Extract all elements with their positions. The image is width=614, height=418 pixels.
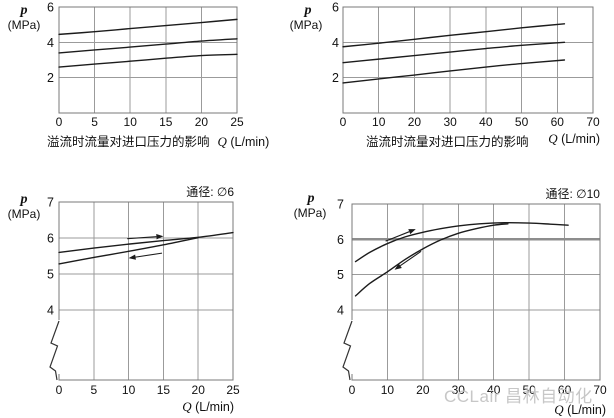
x-tick-label: 50: [515, 115, 529, 129]
setting-mid-curve: [342, 41, 566, 64]
setting-high-curve: [342, 23, 566, 48]
y-tick-label: 4: [332, 36, 339, 50]
flow-unit: (L/min): [567, 403, 606, 417]
y-axis-symbol: p: [307, 191, 315, 206]
y-tick-label: 6: [47, 232, 54, 246]
setting-low-curve: [58, 53, 238, 68]
x-tick-label: 50: [522, 383, 536, 397]
x-tick-label: 15: [159, 115, 173, 129]
flow-decrease-arrow-head: [394, 263, 402, 270]
plot-border: [58, 6, 238, 114]
y-tick-label: 2: [332, 71, 339, 85]
y-tick-label: 4: [47, 304, 54, 318]
y-tick-label: 6: [47, 1, 54, 15]
chart-caption: 溢流时流量对进口压力的影响: [366, 131, 529, 150]
x-tick-label: 5: [90, 383, 97, 397]
x-tick-label: 40: [487, 383, 501, 397]
chart-caption: 溢流时流量对进口压力的影响 Q (L/min): [47, 131, 269, 150]
x-tick-label: 10: [124, 115, 138, 129]
x-tick-label: 20: [408, 115, 422, 129]
plot-border: [351, 203, 601, 381]
flow-unit: (L/min): [230, 135, 270, 149]
x-axis-unit: Q (L/min): [520, 402, 606, 418]
y-axis-unit: (MPa): [293, 206, 327, 220]
x-tick-label: 10: [381, 383, 395, 397]
y-tick-label: 7: [337, 198, 344, 212]
x-tick-label: 0: [340, 115, 347, 129]
increasing-flow-curve: [354, 221, 569, 263]
x-tick-label: 0: [56, 383, 63, 397]
y-tick-label: 6: [337, 233, 344, 247]
x-axis-unit: Q (L/min): [217, 134, 270, 149]
y-axis-unit: (MPa): [289, 18, 323, 32]
y-tick-label: 5: [47, 268, 54, 282]
x-axis-unit: Q (L/min): [538, 131, 600, 147]
x-tick-label: 70: [586, 115, 600, 129]
x-tick-label: 70: [593, 383, 607, 397]
x-tick-label: 60: [558, 383, 572, 397]
x-tick-label: 40: [479, 115, 493, 129]
flow-increase-arrow: [127, 236, 157, 240]
flow-decrease-arrow-head: [128, 254, 136, 260]
axis-break-mark: [342, 320, 353, 381]
y-tick-label: 4: [337, 303, 344, 317]
flow-unit: (L/min): [561, 132, 600, 146]
setting-high-curve: [58, 18, 238, 36]
x-tick-label: 30: [452, 383, 466, 397]
flow-decrease-arrow: [135, 252, 163, 258]
caption-text: 溢流时流量对进口压力的影响: [366, 135, 529, 149]
x-tick-label: 0: [56, 115, 63, 129]
axis-break-mark: [49, 320, 60, 381]
x-tick-label: 30: [443, 115, 457, 129]
y-axis-symbol: p: [20, 3, 28, 18]
y-axis-unit: (MPa): [7, 18, 41, 32]
decreasing-flow-curve: [354, 223, 509, 297]
valve-size-label: 通径: ∅10: [545, 187, 600, 201]
caption-text: 溢流时流量对进口压力的影响: [47, 135, 210, 149]
flow-symbol: Q: [554, 402, 564, 417]
x-tick-label: 5: [91, 115, 98, 129]
x-tick-label: 25: [226, 383, 240, 397]
valve-size-label: 通径: ∅6: [186, 185, 234, 199]
y-axis-unit: (MPa): [7, 207, 41, 221]
flow-increase-arrow: [385, 231, 410, 242]
flow-symbol: Q: [182, 399, 192, 414]
x-tick-label: 25: [230, 115, 244, 129]
x-axis-unit: Q (L/min): [148, 399, 234, 415]
x-tick-label: 60: [551, 115, 565, 129]
y-axis-symbol: p: [304, 3, 312, 18]
x-axis-unit-inner: Q (L/min): [554, 402, 606, 417]
y-tick-label: 7: [47, 196, 54, 210]
x-axis-unit-inner: Q (L/min): [182, 399, 234, 414]
watermark: CCLair 昌林自动化: [444, 387, 593, 406]
x-axis-unit-inner: Q (L/min): [548, 131, 600, 146]
x-tick-label: 15: [157, 383, 171, 397]
x-tick-label: 20: [416, 383, 430, 397]
setting-mid-curve: [58, 38, 238, 54]
y-axis-symbol: p: [20, 192, 28, 207]
decreasing-flow-curve: [58, 236, 199, 265]
flow-symbol: Q: [217, 134, 227, 149]
increasing-flow-curve: [58, 231, 234, 254]
flow-increase-arrow-head: [156, 233, 164, 240]
x-tick-label: 0: [349, 383, 356, 397]
plot-border: [58, 201, 234, 381]
y-tick-label: 2: [47, 71, 54, 85]
setting-low-curve: [342, 59, 566, 84]
x-tick-label: 20: [195, 115, 209, 129]
y-tick-label: 6: [332, 1, 339, 15]
x-tick-label: 10: [372, 115, 386, 129]
flow-decrease-arrow: [399, 250, 422, 267]
flow-increase-arrow-head: [408, 229, 416, 235]
y-tick-label: 4: [47, 36, 54, 50]
x-tick-label: 10: [122, 383, 136, 397]
x-tick-label: 20: [192, 383, 206, 397]
flow-unit: (L/min): [195, 400, 234, 414]
plot-border: [342, 6, 594, 114]
y-tick-label: 5: [337, 268, 344, 282]
flow-symbol: Q: [548, 131, 558, 146]
